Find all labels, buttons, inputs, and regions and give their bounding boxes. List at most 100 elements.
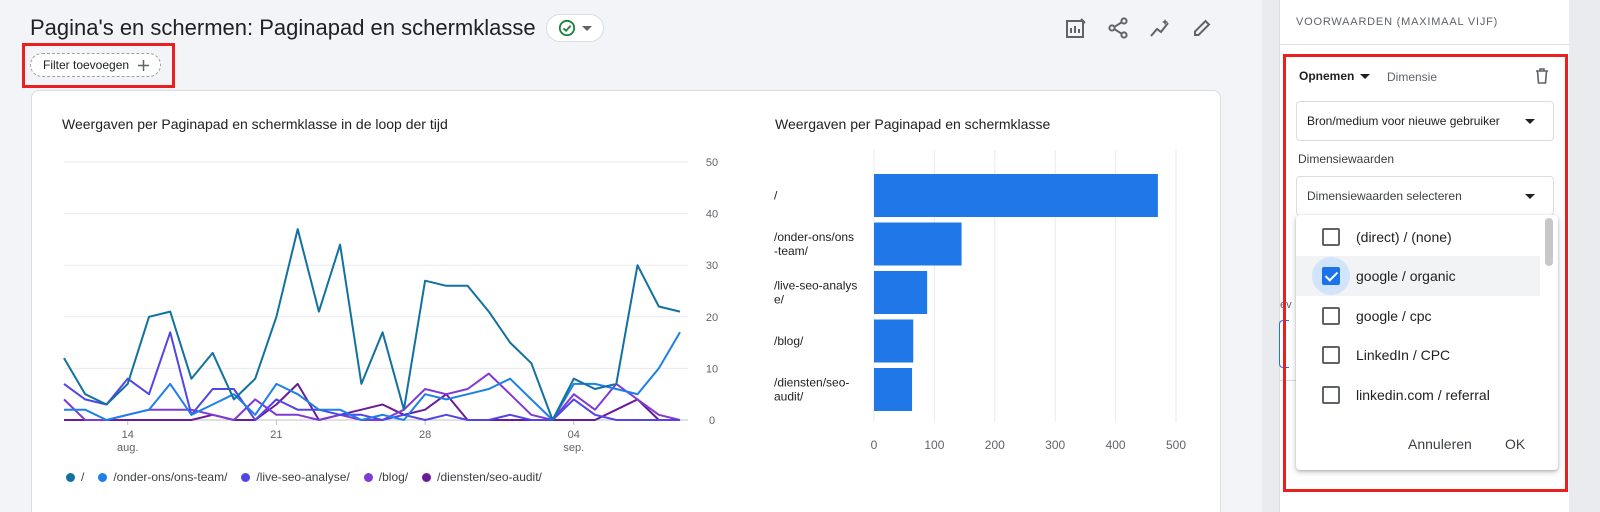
dropdown-actions: Annuleren OK — [1296, 426, 1558, 462]
bar — [874, 222, 962, 266]
legend-item[interactable]: /onder-ons/ons-team/ — [98, 470, 227, 484]
x-tick-label: 100 — [924, 438, 944, 452]
y-tick-label: 20 — [706, 312, 718, 324]
legend-label: /diensten/seo-audit/ — [437, 470, 542, 484]
legend-label: /onder-ons/ons-team/ — [113, 470, 228, 484]
series-line — [63, 228, 681, 421]
check-circle-icon — [558, 19, 575, 37]
dimension-values-dropdown: (direct) / (none) google / organic googl… — [1296, 215, 1558, 470]
series-line — [64, 382, 680, 421]
dimension-select[interactable]: Bron/medium voor nieuwe gebruiker — [1296, 101, 1554, 141]
chevron-down-icon — [581, 25, 592, 31]
legend-item[interactable]: /live-seo-analyse/ — [241, 470, 350, 484]
legend-label: /blog/ — [378, 470, 409, 484]
legend-item[interactable]: /diensten/seo-audit/ — [422, 470, 542, 484]
page-title: Pagina's en schermen: Paginapad en scher… — [30, 15, 536, 40]
add-filter-label: Filter toevoegen — [43, 58, 130, 72]
x-tick-label: 14 — [122, 429, 134, 441]
option-linkedin-referral[interactable]: linkedin.com / referral — [1296, 375, 1540, 415]
x-tick-label: 400 — [1106, 438, 1126, 452]
conditions-heading: VOORWAARDEN (MAXIMAAL VIJF) — [1296, 16, 1499, 28]
legend-item[interactable]: /blog/ — [363, 470, 409, 484]
include-dropdown[interactable]: Opnemen — [1299, 69, 1371, 83]
option-direct-none[interactable]: (direct) / (none) — [1296, 217, 1540, 257]
report-status-button[interactable] — [545, 14, 604, 42]
legend-dot-icon — [422, 472, 432, 482]
report-toolbar — [1064, 16, 1214, 40]
edit-icon[interactable] — [1190, 16, 1214, 40]
bar-chart-title: Weergaven per Paginapad en schermklasse — [775, 116, 1051, 132]
checkbox[interactable] — [1322, 228, 1340, 246]
option-label: google / cpc — [1356, 308, 1432, 324]
legend-dot-icon — [363, 472, 373, 482]
category-label: -team/ — [774, 244, 809, 258]
add-filter-button[interactable]: Filter toevoegen — [30, 53, 162, 77]
legend-dot-icon — [98, 472, 108, 482]
legend-item[interactable]: / — [66, 470, 84, 484]
report-area: Pagina's en schermen: Paginapad en scher… — [22, 14, 1221, 512]
option-label: LinkedIn / CPC — [1356, 347, 1451, 363]
dropdown-scrollbar[interactable] — [1545, 218, 1553, 266]
x-tick-month-label: sep. — [563, 442, 584, 454]
line-chart-legend: / /onder-ons/ons-team/ /live-seo-analyse… — [66, 470, 542, 484]
checkbox[interactable] — [1322, 346, 1340, 364]
chevron-down-icon — [1360, 73, 1371, 79]
chevron-down-icon — [1525, 194, 1535, 199]
highlight-box-filter — [22, 43, 175, 88]
option-label: (direct) / (none) — [1356, 229, 1452, 245]
x-tick-label: 500 — [1166, 438, 1186, 452]
bar — [874, 319, 914, 363]
divider — [1279, 44, 1569, 45]
legend-dot-icon — [241, 472, 251, 482]
bar — [874, 174, 1158, 217]
option-google-cpc[interactable]: google / cpc — [1296, 296, 1540, 336]
x-tick-label: 04 — [568, 429, 580, 441]
legend-dot-icon — [66, 472, 75, 482]
ok-button[interactable]: OK — [1505, 436, 1526, 452]
dimension-values-placeholder: Dimensiewaarden selecteren — [1307, 189, 1462, 203]
title-row: Pagina's en schermen: Paginapad en scher… — [30, 14, 604, 42]
y-tick-label: 10 — [706, 363, 718, 375]
category-label: / — [774, 189, 778, 203]
category-label: /diensten/seo- — [774, 376, 849, 390]
y-tick-label: 0 — [709, 415, 715, 427]
share-icon[interactable] — [1106, 16, 1130, 40]
compare-icon[interactable] — [1064, 16, 1088, 40]
dimension-label: Dimensie — [1387, 70, 1438, 84]
bar-chart: 0 100 200 300 400 500 / /onder-ons/ons-team/ /li… — [774, 150, 1186, 452]
trash-icon[interactable] — [1534, 67, 1550, 90]
dimension-values-label: Dimensiewaarden — [1298, 152, 1395, 166]
category-label: /onder-ons/ons — [774, 230, 854, 244]
x-tick-month-label: aug. — [117, 442, 138, 454]
x-tick-label: 0 — [871, 438, 878, 452]
divider — [1279, 380, 1299, 381]
series-line — [63, 372, 681, 421]
category-label: e/ — [774, 293, 785, 307]
checkbox-checked[interactable] — [1322, 267, 1340, 285]
chevron-down-icon — [1525, 119, 1535, 124]
include-label: Opnemen — [1299, 69, 1355, 83]
option-linkedin-cpc[interactable]: LinkedIn / CPC — [1296, 335, 1540, 375]
option-google-organic[interactable]: google / organic — [1296, 256, 1540, 296]
cancel-button[interactable]: Annuleren — [1408, 436, 1472, 452]
option-label: google / organic — [1356, 268, 1456, 284]
highlight-box-panel — [1283, 54, 1568, 492]
category-label: audit/ — [774, 390, 804, 404]
checkbox[interactable] — [1322, 307, 1340, 325]
legend-label: / — [81, 470, 85, 484]
charts-card — [31, 90, 1221, 512]
x-tick-label: 300 — [1045, 438, 1065, 452]
line-chart-title: Weergaven per Paginapad en schermklasse … — [62, 116, 448, 132]
dimension-select-value: Bron/medium voor nieuwe gebruiker — [1307, 114, 1500, 128]
bar — [874, 271, 928, 314]
checkbox[interactable] — [1322, 386, 1340, 404]
category-label: /blog/ — [774, 334, 804, 348]
category-label: /live-seo-analys — [774, 279, 857, 293]
y-tick-label: 50 — [706, 157, 718, 169]
x-tick-label: 21 — [270, 429, 282, 441]
y-tick-label: 30 — [706, 260, 718, 272]
insights-icon[interactable] — [1148, 16, 1172, 40]
plus-icon — [138, 59, 150, 71]
y-tick-label: 40 — [706, 209, 718, 221]
